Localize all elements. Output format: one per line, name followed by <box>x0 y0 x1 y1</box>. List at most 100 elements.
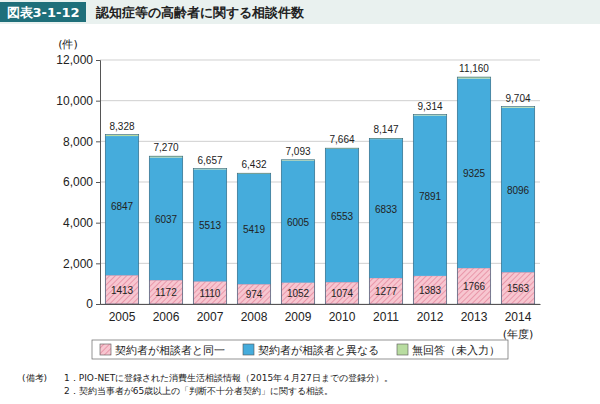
y-axis: 0 2,000 4,000 6,000 8,000 10,000 12,000 <box>56 53 100 311</box>
legend-swatch <box>100 344 111 355</box>
y-tick-mark <box>96 101 100 102</box>
bar <box>369 278 402 304</box>
data-label: 1277 <box>375 286 398 297</box>
bar-outline <box>193 169 226 304</box>
grid <box>100 60 540 304</box>
y-tick: 12,000 <box>56 53 100 67</box>
legend-item: 無回答（未入力） <box>397 344 500 357</box>
bar <box>105 275 138 304</box>
total-label: 8,328 <box>109 121 134 132</box>
x-tick: 2005 <box>109 304 136 324</box>
bar <box>413 276 446 304</box>
y-tick-label: 10,000 <box>56 94 93 108</box>
y-tick-label: 0 <box>86 297 93 311</box>
legend-item: 契約者が相談者と異なる <box>243 344 379 357</box>
data-label: 1172 <box>155 287 177 298</box>
legend-swatch <box>397 344 408 355</box>
bar-outline <box>369 138 402 304</box>
data-label: 8096 <box>507 185 530 196</box>
x-tick: 2011 <box>373 304 399 324</box>
total-label: 11,160 <box>459 63 489 74</box>
x-tick-label: 2006 <box>153 310 180 324</box>
y-tick: 8,000 <box>63 135 100 149</box>
data-label: 1074 <box>331 288 354 299</box>
bar <box>369 139 402 278</box>
x-tick: 2010 <box>329 304 356 324</box>
legend-label: 無回答（未入力） <box>412 344 500 357</box>
bar <box>457 78 490 268</box>
x-axis-line <box>101 304 541 305</box>
x-tick: 2009 <box>285 304 312 324</box>
data-label: 6833 <box>375 204 398 215</box>
y-tick-mark <box>96 223 100 224</box>
y-tick-mark <box>96 60 100 61</box>
x-tick: 2006 <box>153 304 180 324</box>
x-tick-label: 2013 <box>461 310 488 324</box>
bar <box>149 280 182 304</box>
bar <box>149 157 182 280</box>
total-label: 9,314 <box>417 101 442 112</box>
x-tick-label: 2009 <box>285 310 312 324</box>
data-label: 1052 <box>287 288 310 299</box>
x-tick-label: 2011 <box>373 310 399 324</box>
y-tick-mark <box>96 304 100 305</box>
y-axis-title: (件) <box>58 38 78 51</box>
bar <box>501 108 534 273</box>
x-tick-label: 2005 <box>109 310 136 324</box>
data-label: 1413 <box>111 285 134 296</box>
x-tick: 2013 <box>461 304 488 324</box>
total-label: 7,664 <box>329 134 354 145</box>
x-axis-title: (年度) <box>503 328 534 341</box>
x-tick-label: 2010 <box>329 310 356 324</box>
data-label: 6037 <box>155 214 178 225</box>
y-tick-mark <box>96 263 100 264</box>
y-tick: 2,000 <box>63 257 100 271</box>
y-tick-label: 4,000 <box>63 216 93 230</box>
y-tick-label: 8,000 <box>63 135 93 149</box>
x-axis: 2005 2006 2007 2008 2009 2010 2011 2012 2013 2014 <box>101 304 541 324</box>
data-label: 1383 <box>419 285 442 296</box>
data-label: 6005 <box>287 217 310 228</box>
data-label: 5419 <box>243 224 266 235</box>
y-tick: 6,000 <box>63 175 100 189</box>
x-tick: 2008 <box>241 304 268 324</box>
bar <box>281 283 314 304</box>
data-label: 7891 <box>419 191 442 202</box>
bar <box>281 161 314 283</box>
notes: (備考) 1．PIO-NETに登録された消費生活相談情報（2015年４月27日まで… <box>22 373 393 396</box>
series-1 <box>105 78 534 284</box>
total-label: 9,704 <box>505 93 530 104</box>
bar <box>193 281 226 304</box>
figure-number-box <box>0 2 86 22</box>
bar-outline <box>105 135 138 304</box>
data-label: 9325 <box>463 168 486 179</box>
legend-label: 契約者が相談者と同一 <box>115 344 225 357</box>
x-tick-label: 2008 <box>241 310 268 324</box>
legend-label: 契約者が相談者と異なる <box>258 344 379 357</box>
x-tick: 2012 <box>417 304 444 324</box>
x-tick: 2007 <box>197 304 224 324</box>
data-label: 1110 <box>200 288 221 299</box>
bar-outline <box>457 77 490 304</box>
series-2 <box>105 77 534 174</box>
data-label: 6847 <box>111 201 134 212</box>
bar <box>413 115 446 275</box>
notes-label: (備考) <box>22 373 47 383</box>
data-label: 1766 <box>463 281 486 292</box>
y-tick: 0 <box>86 297 100 311</box>
title-bar: 図表3-1-12認知症等の高齢者に関する相談件数 <box>0 0 600 24</box>
x-tick-label: 2007 <box>197 310 224 324</box>
note: 2．契約当事者が65歳以上の「判断不十分者契約」に関する相談。 <box>64 386 333 396</box>
bar <box>105 136 138 275</box>
x-tick-label: 2014 <box>505 310 532 324</box>
legend-item: 契約者が相談者と同一 <box>100 344 225 357</box>
bar <box>237 174 270 284</box>
y-tick: 10,000 <box>56 94 100 108</box>
y-tick-mark <box>96 141 100 142</box>
y-tick-label: 6,000 <box>63 175 93 189</box>
y-tick-mark <box>96 182 100 183</box>
data-labels: 1413117211109741052107412771383176615636… <box>109 63 530 300</box>
legend-box <box>92 340 508 359</box>
bar-outline <box>237 173 270 304</box>
note: 1．PIO-NETに登録された消費生活相談情報（2015年４月27日までの登録分… <box>64 373 393 383</box>
